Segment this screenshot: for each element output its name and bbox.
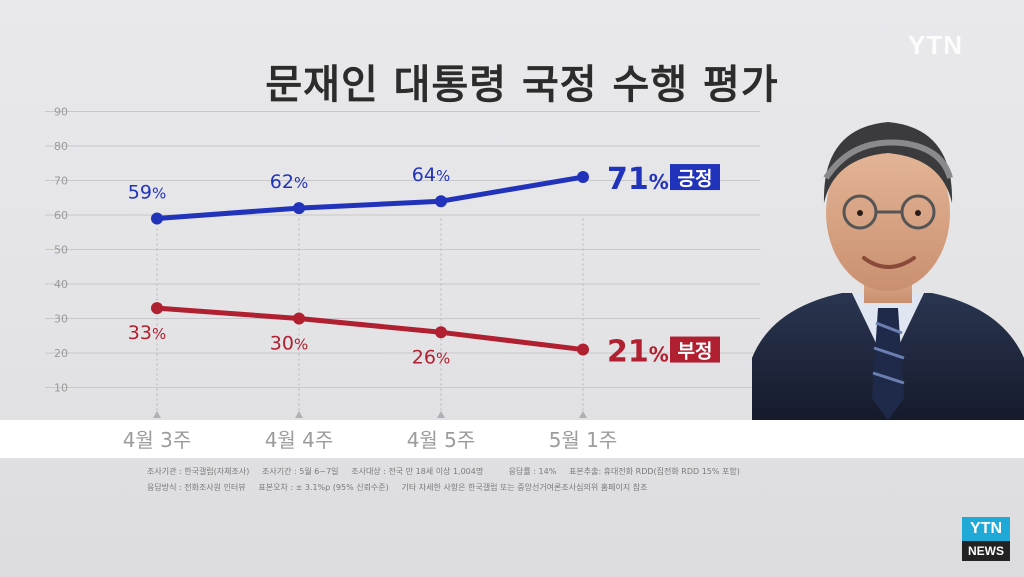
data-point bbox=[577, 171, 589, 184]
data-point bbox=[151, 212, 163, 225]
data-point bbox=[293, 312, 305, 325]
ytn-news-logo: YTN NEWS bbox=[962, 517, 1010, 563]
series-name-badge bbox=[670, 336, 720, 363]
x-tick-marker bbox=[153, 411, 161, 418]
y-tick-label: 30 bbox=[54, 313, 68, 326]
data-point bbox=[151, 302, 163, 315]
president-portrait bbox=[752, 122, 1024, 420]
chart-title: 문재인 대통령 국정 수행 평가 bbox=[265, 62, 779, 108]
data-point bbox=[435, 326, 447, 339]
y-tick-label: 80 bbox=[54, 140, 68, 153]
y-tick-label: 50 bbox=[54, 244, 68, 257]
series-name-badge bbox=[670, 164, 720, 191]
data-label: 26% bbox=[412, 346, 450, 368]
series-name-label: 부정 bbox=[678, 341, 713, 363]
x-tick-label: 4월 4주 bbox=[265, 428, 334, 452]
series-line-긍정 bbox=[154, 174, 586, 221]
x-tick-label: 4월 3주 bbox=[123, 428, 192, 452]
ytn-logo-text: YTN bbox=[962, 517, 1010, 541]
data-label: 33% bbox=[128, 322, 166, 344]
data-label: 59% bbox=[128, 181, 166, 203]
series-name-label: 긍정 bbox=[678, 168, 713, 190]
y-tick-label: 60 bbox=[54, 209, 68, 222]
series-line-부정 bbox=[154, 305, 586, 353]
ytn-watermark: YTN bbox=[908, 30, 963, 60]
data-label: 30% bbox=[270, 333, 308, 355]
x-tick-label: 4월 5주 bbox=[407, 428, 476, 452]
data-point bbox=[577, 343, 589, 356]
x-tick-marker bbox=[295, 411, 303, 418]
final-value-label: 71% bbox=[607, 162, 669, 197]
y-tick-label: 20 bbox=[54, 347, 68, 360]
y-tick-label: 40 bbox=[54, 278, 68, 291]
news-logo-text: NEWS bbox=[962, 541, 1010, 561]
x-axis-band bbox=[0, 420, 1024, 458]
x-tick-marker bbox=[579, 411, 587, 418]
y-tick-label: 70 bbox=[54, 175, 68, 188]
data-point bbox=[293, 202, 305, 215]
data-label: 62% bbox=[270, 171, 308, 193]
final-value-label: 21% bbox=[607, 335, 669, 370]
data-label: 64% bbox=[412, 164, 450, 186]
x-tick-marker bbox=[437, 411, 445, 418]
y-tick-label: 10 bbox=[54, 382, 68, 395]
survey-footnote-2: 응답방식 : 전화조사원 인터뷰 표본오차 : ± 3.1%p (95% 신뢰수… bbox=[147, 483, 648, 492]
data-point bbox=[435, 195, 447, 208]
x-tick-label: 5월 1주 bbox=[549, 428, 618, 452]
survey-footnote-1: 조사기관 : 한국갤럽(자체조사) 조사기간 : 5월 6~7일 조사대상 : … bbox=[147, 467, 740, 476]
y-tick-label: 90 bbox=[54, 106, 68, 119]
